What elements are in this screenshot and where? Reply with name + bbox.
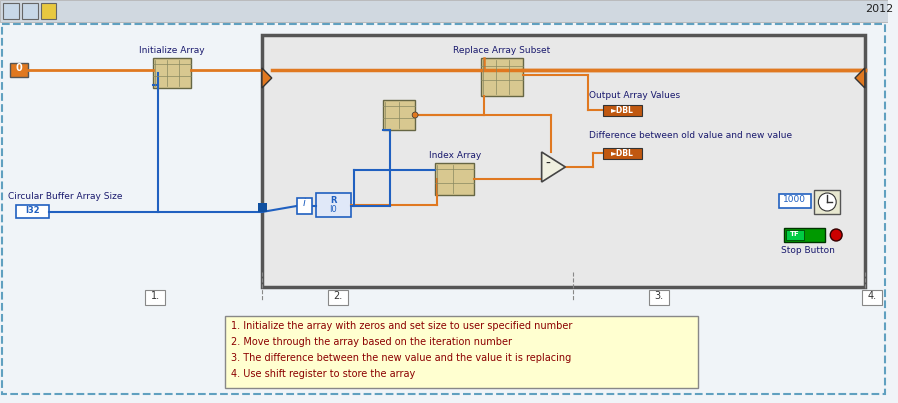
Polygon shape [262,68,272,88]
Text: I0: I0 [330,205,337,214]
Text: Replace Array Subset: Replace Array Subset [453,46,550,55]
Bar [603,148,642,159]
Circle shape [818,193,836,211]
Text: 2.: 2. [333,291,343,301]
Bar [0,0,887,22]
Text: 1. Initialize the array with zeros and set size to user specified number: 1. Initialize the array with zeros and s… [232,321,573,331]
Bar [262,35,865,287]
Text: 1000: 1000 [783,195,806,204]
Text: R: R [330,196,337,205]
Text: ►DBL: ►DBL [612,106,634,115]
Circle shape [412,112,418,118]
Bar [649,290,669,305]
Text: Stop Button: Stop Button [780,246,834,255]
Bar [328,290,348,305]
Text: 4. Use shift register to store the array: 4. Use shift register to store the array [232,369,416,379]
Polygon shape [541,152,566,182]
Text: 3. The difference between the new value and the value it is replacing: 3. The difference between the new value … [232,353,571,363]
Polygon shape [855,68,865,88]
Bar [145,290,165,305]
Bar [481,58,523,96]
Text: Difference between old value and new value: Difference between old value and new val… [589,131,792,140]
Bar [814,190,841,214]
Text: 3.: 3. [655,291,664,301]
Text: Output Array Values: Output Array Values [589,91,680,100]
Bar [154,58,190,88]
Bar [10,63,28,77]
Text: Index Array: Index Array [428,151,480,160]
Bar [258,203,267,212]
Text: i: i [303,198,306,208]
Bar [383,100,415,130]
Text: Initialize Array: Initialize Array [139,46,205,55]
Text: ►DBL: ►DBL [612,149,634,158]
Bar [16,205,49,218]
Text: 4.: 4. [867,291,876,301]
Circle shape [831,229,842,241]
Bar [316,193,351,217]
Text: I32: I32 [25,206,40,215]
Bar [862,290,882,305]
Text: 2. Move through the array based on the iteration number: 2. Move through the array based on the i… [232,337,512,347]
Bar [296,198,313,214]
Bar [40,3,57,19]
Bar [435,163,474,195]
Bar [3,3,19,19]
Text: 1.: 1. [151,291,160,301]
Bar [603,105,642,116]
Bar [225,316,698,388]
Bar [22,3,38,19]
Text: Circular Buffer Array Size: Circular Buffer Array Size [8,192,122,201]
Text: 0: 0 [15,63,22,73]
Bar [786,230,804,240]
Bar [784,228,825,242]
Text: 2012: 2012 [865,4,894,14]
Text: -: - [546,157,550,171]
Text: TF: TF [790,231,799,237]
Bar [779,194,812,208]
